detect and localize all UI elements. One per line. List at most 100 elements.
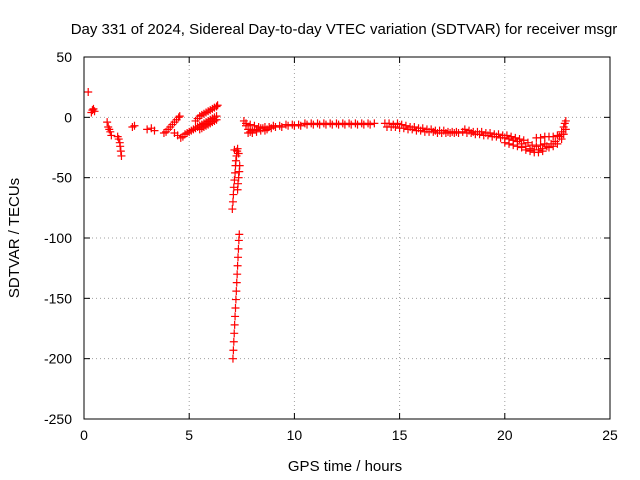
data-point — [235, 230, 244, 239]
data-point — [250, 121, 259, 130]
data-point — [130, 121, 139, 130]
data-point — [235, 167, 244, 176]
data-point — [228, 205, 237, 214]
x-tick-label: 0 — [80, 427, 88, 443]
data-point — [294, 120, 303, 129]
data-point — [399, 124, 408, 133]
x-tick-label: 15 — [392, 427, 408, 443]
x-tick-label: 10 — [287, 427, 303, 443]
data-point — [416, 126, 425, 135]
x-tick-label: 25 — [602, 427, 618, 443]
data-point — [526, 147, 535, 156]
data-point — [231, 303, 240, 312]
data-point — [465, 126, 474, 135]
data-point — [228, 197, 237, 206]
y-tick-label: -250 — [44, 411, 72, 427]
data-point — [502, 131, 511, 140]
grid — [84, 57, 610, 419]
data-point — [267, 124, 276, 133]
data-point — [150, 126, 159, 135]
y-tick-label: -200 — [44, 351, 72, 367]
data-point — [553, 139, 562, 148]
y-tick-label: -100 — [44, 230, 72, 246]
data-point — [228, 354, 237, 363]
data-point — [460, 125, 469, 134]
data-point — [233, 270, 242, 279]
data-point — [260, 126, 269, 135]
data-point — [540, 139, 549, 148]
data-point — [117, 151, 126, 160]
data-point — [246, 120, 255, 129]
data-point — [175, 112, 184, 121]
data-point — [532, 142, 541, 151]
data-point — [557, 135, 566, 144]
data-point — [513, 142, 522, 151]
data-point — [296, 121, 305, 130]
data-point — [549, 132, 558, 141]
data-point — [84, 87, 93, 96]
data-point — [116, 142, 125, 151]
data-point — [234, 253, 243, 262]
data-point — [528, 141, 537, 150]
x-axis-label: GPS time / hours — [288, 458, 402, 475]
data-point — [212, 115, 221, 124]
data-point — [549, 142, 558, 151]
data-point — [128, 122, 137, 131]
data-point — [231, 156, 240, 165]
data-point — [561, 116, 570, 125]
data-point — [234, 173, 243, 182]
x-tick-label: 5 — [185, 427, 193, 443]
data-point — [559, 130, 568, 139]
data-point — [391, 122, 400, 131]
data-point — [505, 139, 514, 148]
axis-ticks: 0 5 10 15 20 25 50 0 -50 -100 -150 -200 -250 — [44, 49, 618, 443]
data-point — [233, 261, 242, 270]
data-point — [233, 185, 242, 194]
data-point — [429, 127, 438, 136]
data-point — [252, 127, 261, 136]
data-point — [536, 133, 545, 142]
data-point — [454, 129, 463, 138]
data-point — [230, 145, 239, 154]
data-point — [509, 141, 518, 150]
plot-frame — [83, 56, 611, 420]
data-point — [536, 141, 545, 150]
data-point — [212, 102, 221, 111]
data-point — [234, 149, 243, 158]
data-point — [477, 127, 486, 136]
y-tick-label: 50 — [56, 49, 72, 65]
chart-title: Day 331 of 2024, Sidereal Day-to-day VTE… — [71, 21, 618, 38]
y-axis-label: SDTVAR / TECUs — [6, 178, 23, 298]
data-points — [84, 87, 570, 363]
data-point — [248, 129, 257, 138]
data-point — [231, 295, 240, 304]
data-point — [116, 147, 125, 156]
data-point — [107, 131, 116, 140]
data-point — [534, 148, 543, 157]
data-point — [159, 129, 168, 138]
data-point — [114, 135, 123, 144]
data-point — [538, 147, 547, 156]
data-point — [230, 320, 239, 329]
data-point — [500, 138, 509, 147]
data-point — [229, 337, 238, 346]
data-point — [229, 190, 238, 199]
data-point — [519, 136, 528, 145]
data-point — [366, 120, 375, 129]
data-point — [275, 121, 284, 130]
data-point — [393, 119, 402, 128]
data-point — [561, 125, 570, 134]
data-point — [213, 101, 222, 110]
x-tick-label: 20 — [497, 427, 513, 443]
y-tick-label: -50 — [52, 170, 72, 186]
data-point — [90, 107, 99, 116]
data-point — [103, 118, 112, 127]
data-point — [507, 132, 516, 141]
y-tick-label: -150 — [44, 290, 72, 306]
data-point — [553, 131, 562, 140]
data-point — [106, 127, 115, 136]
data-point — [231, 312, 240, 321]
data-point — [232, 287, 241, 296]
data-point — [231, 168, 240, 177]
